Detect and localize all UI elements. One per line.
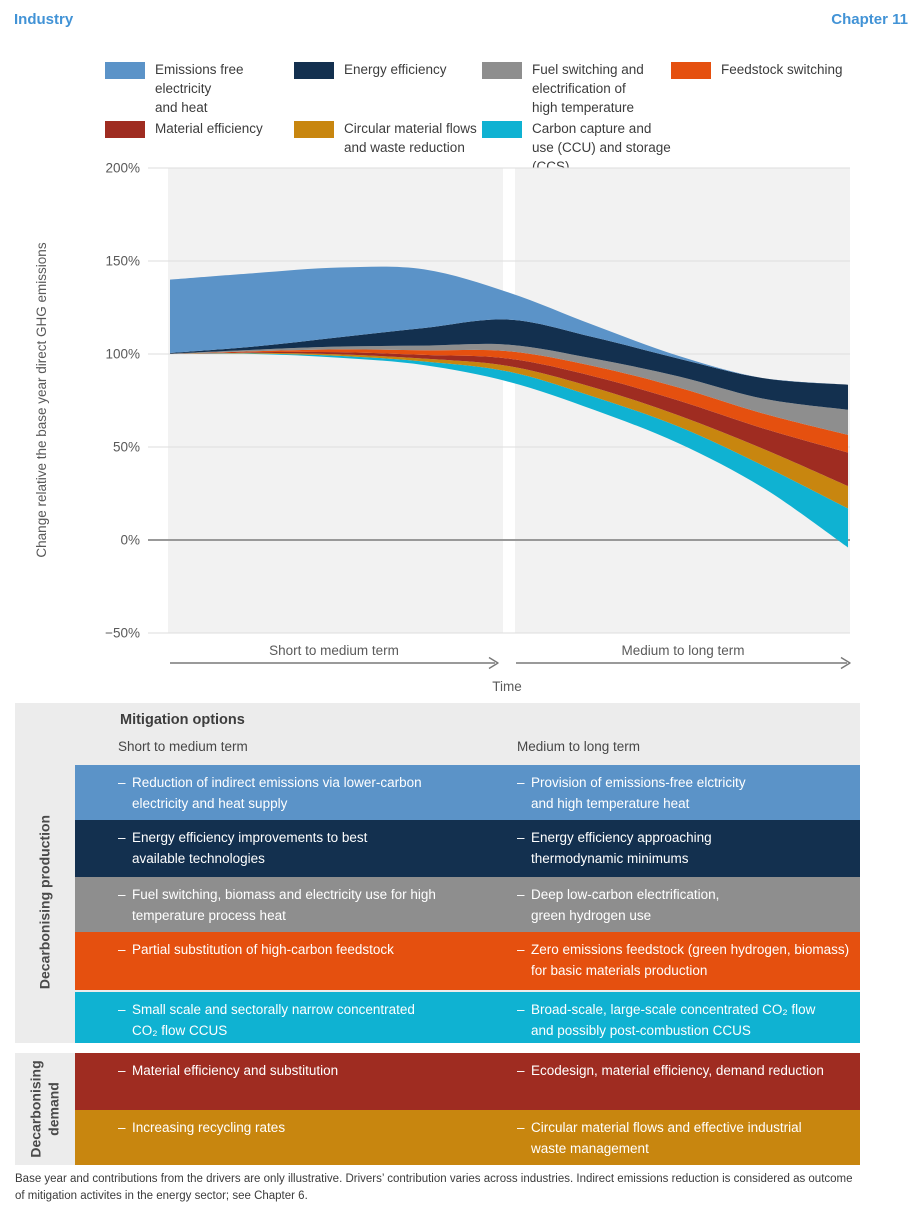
legend-item: Fuel switching and electrification of hi… <box>482 61 667 118</box>
series-area-circular-material-flows-and-waste-reduction <box>170 352 848 509</box>
series-area-material-efficiency <box>170 351 848 487</box>
y-tick-label: 100% <box>105 347 140 362</box>
footnote: Base year and contributions from the dri… <box>15 1173 853 1203</box>
group-label-decarbonising-demand: Decarbonising demand <box>27 1060 62 1158</box>
series-area-feedstock-switching <box>170 349 848 453</box>
table-cell: – Reduction of indirect emissions via low… <box>118 775 422 811</box>
legend-item: Circular material flows and waste reduct… <box>294 120 479 158</box>
series-area-energy-efficiency <box>170 319 848 410</box>
x-region-label-short-term: Short to medium term <box>269 643 399 658</box>
stacked-area-chart: 200% 150% 100% 50% 0% −50% Change relative the… <box>34 161 851 694</box>
time-arrow-long-term-head <box>840 656 851 670</box>
table-cell: – Broad-scale, large-scale concentrated C… <box>517 1002 816 1038</box>
legend-swatch-circular-material-flows <box>294 121 334 138</box>
legend-item: Material efficiency <box>105 120 290 139</box>
table-cell: – Fuel switching, biomass and electricity… <box>118 887 436 923</box>
legend-swatch-feedstock-switching <box>671 62 711 79</box>
y-axis-title: Change relative the base year direct GHG… <box>34 242 49 557</box>
x-axis-title: Time <box>492 679 522 694</box>
series-area-fuel-switching-and-electrification-of-high-temperature <box>170 343 848 435</box>
table-row: – Energy efficiency improvements to best … <box>75 820 860 877</box>
table-column-header-short-term: Short to medium term <box>118 739 248 754</box>
table-row: – Increasing recycling rates – Circular ma… <box>75 1110 860 1165</box>
y-tick-label: −50% <box>105 626 140 641</box>
table-cell: – Zero emissions feedstock (green hydroge… <box>517 942 850 978</box>
x-region-label-long-term: Medium to long term <box>621 643 744 658</box>
series-area-emissions-free-electricity-and-heat <box>170 266 848 385</box>
legend-swatch-emissions-free-electricity <box>105 62 145 79</box>
figure-title: Industry <box>14 11 74 28</box>
table-cell: – Energy efficiency approaching thermodyn… <box>517 830 712 866</box>
legend-swatch-energy-efficiency <box>294 62 334 79</box>
group-label-decarbonising-production: Decarbonising production <box>36 814 53 990</box>
table-cell: – Increasing recycling rates <box>118 1120 286 1135</box>
table-cell: – Energy efficiency improvements to best … <box>118 830 368 866</box>
table-cell: – Circular material flows and effective i… <box>517 1120 802 1156</box>
y-tick-label: 0% <box>120 533 140 548</box>
table-title: Mitigation options <box>120 712 245 728</box>
table-cell: – Small scale and sectorally narrow conce… <box>118 1002 415 1038</box>
time-arrow-short-term-head <box>488 656 499 670</box>
plot-panel-short-term <box>168 168 503 633</box>
y-tick-label: 200% <box>105 161 140 176</box>
table-row: – Partial substitution of high-carbon fee… <box>75 932 860 990</box>
legend-swatch-fuel-switching <box>482 62 522 79</box>
table-row: – Reduction of indirect emissions via low… <box>75 765 860 820</box>
table-row: – Material efficiency and substitution – E… <box>75 1053 860 1110</box>
table-cell: – Deep low-carbon electrification, green … <box>517 887 720 923</box>
chapter-label: Chapter 11 <box>831 11 908 28</box>
legend-item: Carbon capture and use (CCU) and storage… <box>482 120 692 177</box>
legend-item: Emissions free electricity and heat <box>105 61 290 118</box>
table-column-header-long-term: Medium to long term <box>517 739 641 754</box>
legend-item: Feedstock switching <box>671 61 856 80</box>
table-cell: – Provision of emissions-free elctricity … <box>517 775 746 811</box>
legend-item: Energy efficiency <box>294 61 479 80</box>
series-area-carbon-capture-and-use-ccu-and-storage-ccs- <box>170 353 848 548</box>
y-tick-label: 150% <box>105 254 140 269</box>
legend-swatch-material-efficiency <box>105 121 145 138</box>
table-cell: – Material efficiency and substitution <box>118 1063 339 1078</box>
legend-swatch-ccus <box>482 121 522 138</box>
table-row: – Small scale and sectorally narrow conce… <box>75 992 860 1043</box>
y-tick-label: 50% <box>113 440 140 455</box>
table-cell: – Partial substitution of high-carbon fee… <box>118 942 394 957</box>
table-cell: – Ecodesign, material efficiency, demand … <box>517 1063 824 1078</box>
table-row: – Fuel switching, biomass and electricity… <box>75 877 860 932</box>
